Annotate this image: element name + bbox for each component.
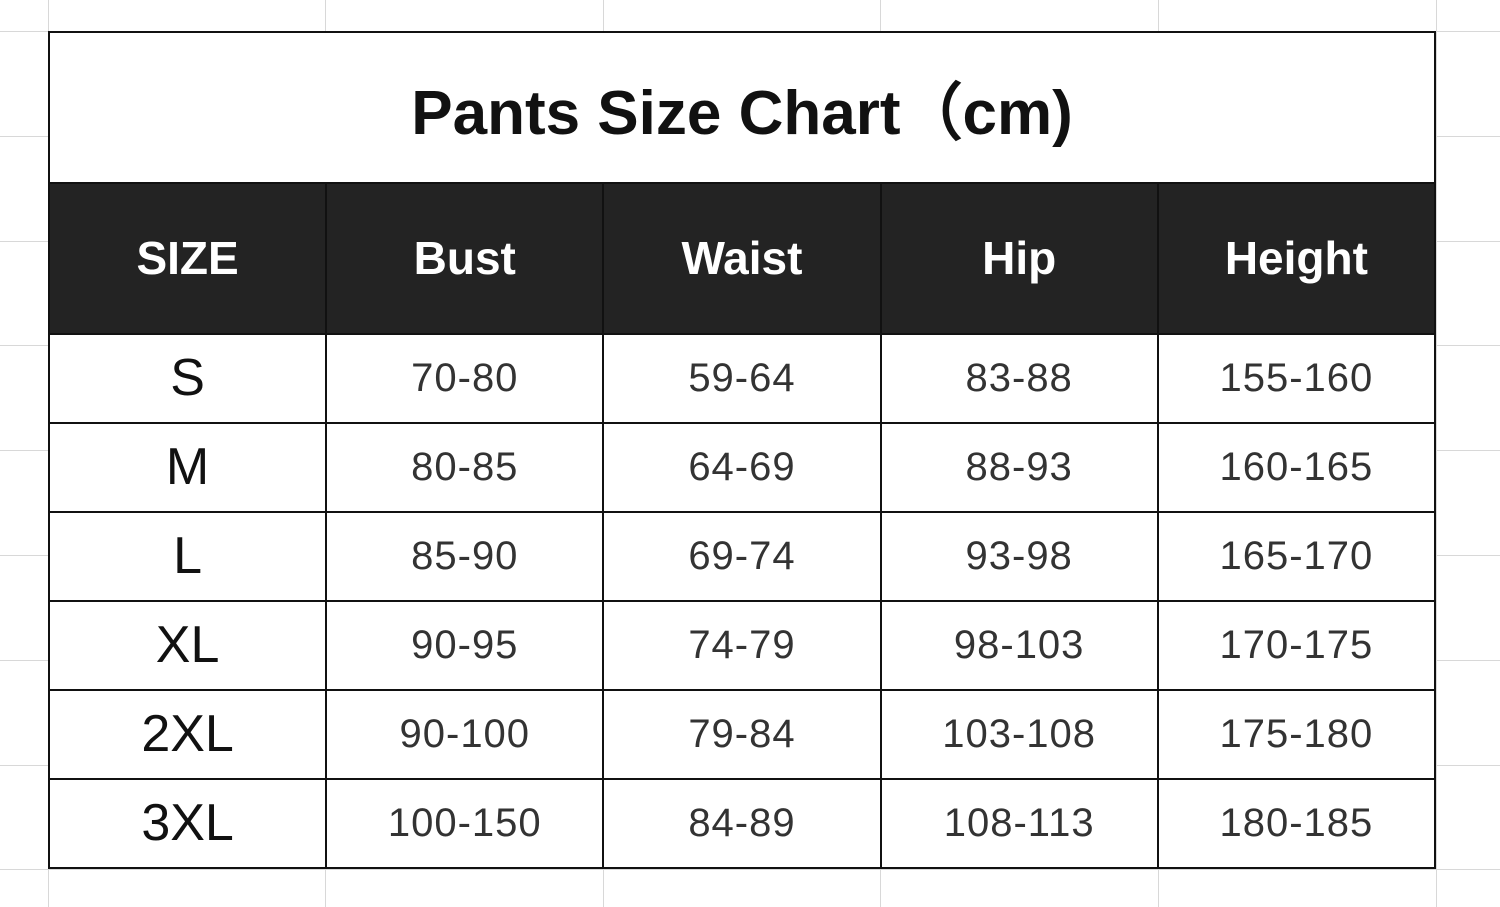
- column-header-hip: Hip: [879, 181, 1159, 335]
- bust-cell: 70-80: [325, 332, 605, 424]
- size-cell: XL: [47, 599, 328, 691]
- height-cell: 165-170: [1156, 510, 1437, 602]
- table-row: XL 90-95 74-79 98-103 170-175: [47, 599, 1437, 691]
- column-header-height: Height: [1156, 181, 1437, 335]
- hip-cell: 98-103: [879, 599, 1159, 691]
- waist-cell: 79-84: [602, 688, 882, 780]
- waist-cell: 64-69: [602, 421, 882, 513]
- bust-cell: 100-150: [325, 777, 605, 870]
- waist-cell: 59-64: [602, 332, 882, 424]
- height-cell: 175-180: [1156, 688, 1437, 780]
- waist-cell: 74-79: [602, 599, 882, 691]
- waist-cell: 69-74: [602, 510, 882, 602]
- hip-cell: 108-113: [879, 777, 1159, 870]
- hip-cell: 103-108: [879, 688, 1159, 780]
- gridline: [0, 869, 1500, 870]
- height-cell: 180-185: [1156, 777, 1437, 870]
- size-cell: 3XL: [47, 777, 328, 870]
- height-cell: 155-160: [1156, 332, 1437, 424]
- hip-cell: 93-98: [879, 510, 1159, 602]
- column-header-size: SIZE: [47, 181, 328, 335]
- column-header-bust: Bust: [325, 181, 605, 335]
- size-cell: L: [47, 510, 328, 602]
- waist-cell: 84-89: [602, 777, 882, 870]
- size-cell: M: [47, 421, 328, 513]
- table-row: S 70-80 59-64 83-88 155-160: [47, 332, 1437, 424]
- table-row: 2XL 90-100 79-84 103-108 175-180: [47, 688, 1437, 780]
- bust-cell: 90-95: [325, 599, 605, 691]
- size-cell: 2XL: [47, 688, 328, 780]
- bust-cell: 90-100: [325, 688, 605, 780]
- gridline: [1436, 0, 1437, 907]
- column-header-waist: Waist: [602, 181, 882, 335]
- hip-cell: 83-88: [879, 332, 1159, 424]
- table-row: M 80-85 64-69 88-93 160-165: [47, 421, 1437, 513]
- bust-cell: 85-90: [325, 510, 605, 602]
- header-row: SIZE Bust Waist Hip Height: [47, 181, 1437, 335]
- bust-cell: 80-85: [325, 421, 605, 513]
- hip-cell: 88-93: [879, 421, 1159, 513]
- size-cell: S: [47, 332, 328, 424]
- height-cell: 170-175: [1156, 599, 1437, 691]
- height-cell: 160-165: [1156, 421, 1437, 513]
- table-row: 3XL 100-150 84-89 108-113 180-185: [47, 777, 1437, 870]
- table-title: Pants Size Chart（cm): [48, 31, 1436, 184]
- table-row: L 85-90 69-74 93-98 165-170: [47, 510, 1437, 602]
- size-chart-table: Pants Size Chart（cm) SIZE Bust Waist Hip…: [47, 31, 1437, 870]
